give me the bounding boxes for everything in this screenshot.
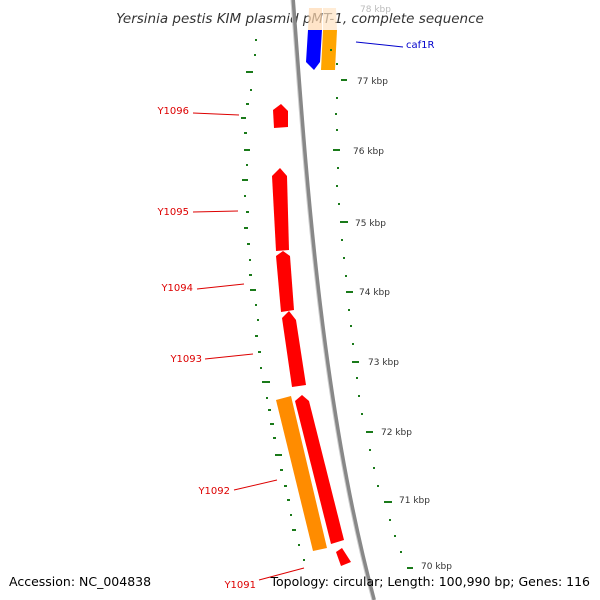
gene-label-y1092[interactable]: Y1092 (197, 486, 230, 497)
scale-label-76: 76 kbp (353, 147, 384, 157)
callout-y1094 (196, 283, 245, 290)
gene-y1096[interactable] (273, 104, 288, 128)
scale-label-74: 74 kbp (359, 288, 390, 298)
gene-y1092-adjacent[interactable] (295, 395, 344, 544)
callout-y1095 (192, 210, 239, 213)
gene-caf1r[interactable] (306, 30, 322, 70)
summary-text: Topology: circular; Length: 100,990 bp; … (270, 574, 591, 589)
gc-ticks-outer (330, 49, 413, 569)
gene-orange-top[interactable] (321, 30, 337, 70)
scale-label-70: 70 kbp (421, 562, 452, 572)
scale-label-73: 73 kbp (368, 358, 399, 368)
gene-y1091[interactable] (336, 548, 351, 566)
callout-y1092 (233, 479, 278, 491)
gene-label-y1095[interactable]: Y1095 (156, 207, 189, 218)
callout-y1091 (258, 567, 305, 581)
gene-label-y1091[interactable]: Y1091 (223, 580, 256, 591)
gene-label-y1094[interactable]: Y1094 (160, 283, 193, 294)
gene-y1092[interactable] (276, 396, 327, 551)
callout-caf1r (355, 41, 404, 48)
gene-y1093[interactable] (282, 311, 306, 387)
gene-y1094[interactable] (276, 251, 294, 312)
accession-text: Accession: NC_004838 (9, 574, 151, 589)
backbone-highlight (290, 0, 373, 600)
map-title: Yersinia pestis KIM plasmid pMT-1, compl… (116, 11, 484, 27)
scale-label-75: 75 kbp (355, 219, 386, 229)
gc-ticks-inner (241, 39, 305, 561)
callout-y1096 (192, 112, 240, 116)
scale-label-77: 77 kbp (357, 77, 388, 87)
gene-label-y1093[interactable]: Y1093 (169, 354, 202, 365)
gene-faint-top-2 (323, 8, 337, 30)
callout-y1093 (204, 353, 254, 360)
gene-label-y1096[interactable]: Y1096 (156, 106, 189, 117)
gene-y1095[interactable] (272, 168, 289, 251)
scale-label-72: 72 kbp (381, 428, 412, 438)
gene-faint-top (308, 8, 322, 30)
backbone-arc (291, 0, 376, 600)
gene-label-caf1r[interactable]: caf1R (406, 40, 435, 51)
scale-label-78: 78 kbp (360, 5, 391, 15)
scale-label-71: 71 kbp (399, 496, 430, 506)
